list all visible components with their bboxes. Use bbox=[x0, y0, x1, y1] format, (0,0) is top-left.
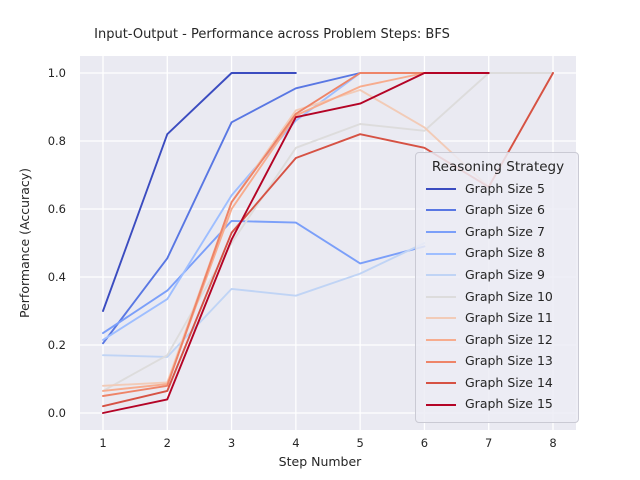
series-line-graph-size-5 bbox=[102, 72, 297, 312]
legend-swatch bbox=[426, 252, 456, 255]
legend-item-label: Graph Size 7 bbox=[465, 223, 545, 239]
y-tick-label: 0.6 bbox=[48, 202, 66, 216]
x-tick-label: 3 bbox=[228, 436, 235, 450]
legend-item-label: Graph Size 15 bbox=[465, 396, 553, 412]
y-tick-label: 0.2 bbox=[48, 338, 66, 352]
legend-swatch bbox=[426, 187, 456, 190]
series-line-graph-size-12 bbox=[102, 72, 426, 392]
legend: Reasoning Strategy Graph Size 5 Graph Siz… bbox=[415, 152, 579, 423]
legend-item: Graph Size 14 bbox=[426, 372, 570, 394]
y-tick-label: 0.0 bbox=[48, 406, 66, 420]
legend-item: Graph Size 7 bbox=[426, 221, 570, 243]
series-lines bbox=[102, 72, 554, 414]
legend-swatch bbox=[426, 403, 456, 406]
legend-item: Graph Size 8 bbox=[426, 243, 570, 265]
legend-title: Reasoning Strategy bbox=[431, 159, 565, 175]
y-tick-labels: 0.0 0.2 0.4 0.6 0.8 1.0 bbox=[48, 66, 66, 420]
legend-swatch bbox=[426, 209, 456, 212]
legend-swatch bbox=[426, 295, 456, 298]
legend-item-label: Graph Size 9 bbox=[465, 266, 545, 282]
legend-item: Graph Size 10 bbox=[426, 286, 570, 308]
y-tick-label: 1.0 bbox=[48, 66, 66, 80]
legend-item-label: Graph Size 14 bbox=[465, 374, 553, 390]
legend-item-label: Graph Size 12 bbox=[465, 331, 553, 347]
legend-swatch bbox=[426, 382, 456, 385]
legend-item-label: Graph Size 13 bbox=[465, 353, 553, 369]
y-axis-label: Performance (Accuracy) bbox=[17, 168, 32, 318]
x-tick-label: 6 bbox=[421, 436, 428, 450]
legend-item-label: Graph Size 6 bbox=[465, 202, 545, 218]
series-line-graph-size-8 bbox=[102, 72, 362, 341]
legend-swatch bbox=[426, 360, 456, 363]
legend-item: Graph Size 9 bbox=[426, 264, 570, 286]
legend-item: Graph Size 12 bbox=[426, 329, 570, 351]
legend-swatch bbox=[426, 317, 456, 320]
x-axis-label: Step Number bbox=[279, 454, 363, 469]
legend-item-label: Graph Size 10 bbox=[465, 288, 553, 304]
x-tick-label: 8 bbox=[549, 436, 556, 450]
y-tick-label: 0.4 bbox=[48, 270, 66, 284]
x-tick-label: 7 bbox=[485, 436, 492, 450]
x-tick-labels: 1 2 3 4 5 6 7 8 bbox=[99, 436, 556, 450]
x-tick-label: 1 bbox=[99, 436, 106, 450]
legend-swatch bbox=[426, 338, 456, 341]
series-line-graph-size-6 bbox=[102, 72, 362, 345]
legend-item-label: Graph Size 11 bbox=[465, 310, 553, 326]
legend-swatch bbox=[426, 230, 456, 233]
series-line-graph-size-9 bbox=[102, 242, 426, 358]
x-tick-label: 4 bbox=[292, 436, 299, 450]
legend-item: Graph Size 13 bbox=[426, 351, 570, 373]
legend-item: Graph Size 5 bbox=[426, 178, 570, 200]
legend-item: Graph Size 15 bbox=[426, 394, 570, 416]
x-tick-label: 5 bbox=[356, 436, 363, 450]
series-line-graph-size-7 bbox=[102, 219, 426, 335]
legend-item: Graph Size 6 bbox=[426, 200, 570, 222]
series-line-graph-size-10 bbox=[102, 72, 554, 392]
series-line-graph-size-15 bbox=[102, 72, 490, 414]
x-tick-label: 2 bbox=[164, 436, 171, 450]
legend-item-label: Graph Size 8 bbox=[465, 245, 545, 261]
chart-title: Input-Output - Performance across Proble… bbox=[94, 27, 450, 42]
legend-item: Graph Size 11 bbox=[426, 308, 570, 330]
legend-item-label: Graph Size 5 bbox=[465, 180, 545, 196]
y-tick-label: 0.8 bbox=[48, 134, 66, 148]
legend-items: Graph Size 5 Graph Size 6 Graph Size 7 Grap… bbox=[426, 178, 570, 416]
legend-swatch bbox=[426, 274, 456, 277]
